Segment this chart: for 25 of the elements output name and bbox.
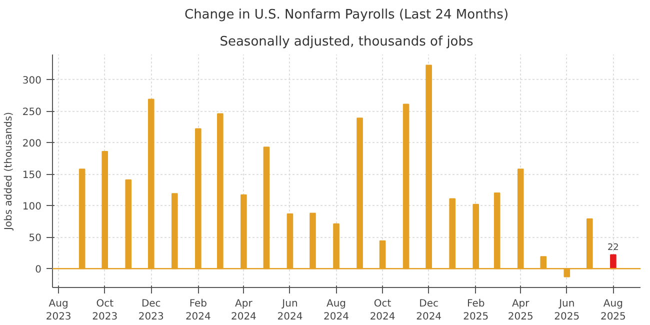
bar xyxy=(610,254,616,270)
chart-subtitle: Seasonally adjusted, thousands of jobs xyxy=(220,34,474,50)
y-tick-label: 300 xyxy=(22,76,42,87)
data-label: 22 xyxy=(607,242,619,253)
x-tick-label: Apr 2025 xyxy=(508,298,534,323)
y-tick-label: 0 xyxy=(35,264,42,276)
chart-title: Change in U.S. Nonfarm Payrolls (Last 24 Months) xyxy=(184,8,509,22)
x-tick-label: Apr 2024 xyxy=(230,298,256,323)
y-tick-label: 50 xyxy=(28,233,42,244)
y-tick-label: 250 xyxy=(22,107,42,118)
x-tick-label: Oct 2024 xyxy=(370,298,396,323)
y-axis-title: Jobs added (thousands) xyxy=(3,112,14,232)
x-tick-label: Dec 2024 xyxy=(416,298,442,323)
x-tick-label: Jun 2024 xyxy=(277,298,303,323)
x-tick-label: Aug 2024 xyxy=(324,298,349,323)
x-tick-label: Dec 2023 xyxy=(138,298,164,323)
x-tick-label: Aug 2023 xyxy=(46,298,72,323)
x-tick-label: Oct 2023 xyxy=(92,298,118,323)
x-tick-label: Feb 2024 xyxy=(185,298,211,323)
y-tick-label: 150 xyxy=(22,170,42,182)
y-tick-label: 100 xyxy=(22,202,42,213)
x-tick-label: Jun 2025 xyxy=(554,298,580,323)
x-tick-label: Aug 2025 xyxy=(600,298,626,323)
x-tick-label: Feb 2025 xyxy=(463,298,489,323)
y-tick-label: 200 xyxy=(22,138,42,150)
